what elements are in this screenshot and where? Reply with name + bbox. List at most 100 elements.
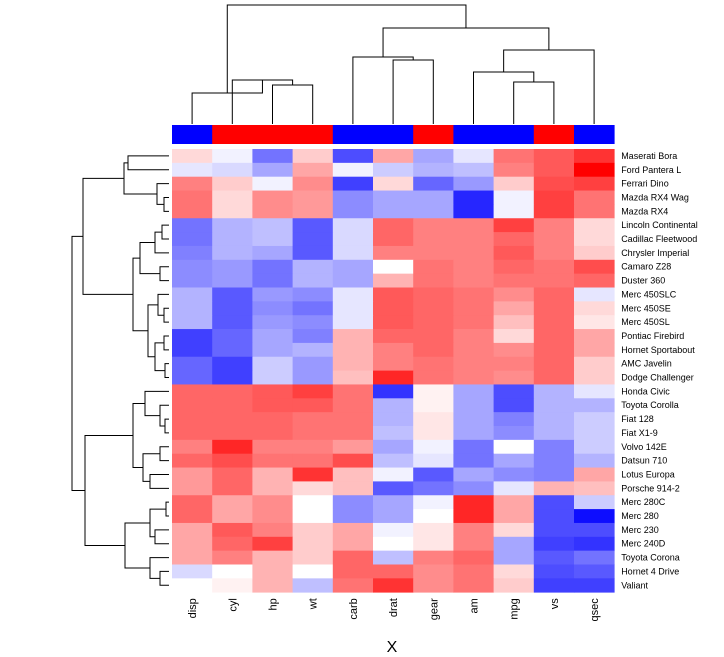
- heatmap-cell: [574, 315, 615, 330]
- column-label: disp: [187, 598, 199, 618]
- heatmap-cell: [453, 204, 494, 219]
- heatmap-cell: [493, 273, 535, 288]
- heatmap-cell: [172, 232, 213, 247]
- heatmap-cell: [252, 536, 293, 552]
- side-color-segment: [373, 125, 414, 144]
- heatmap-cell: [493, 204, 535, 219]
- row-label: Hornet Sportabout: [621, 345, 695, 355]
- dendrogram-branch: [123, 162, 157, 195]
- heatmap-cell: [533, 315, 575, 330]
- heatmap-cell: [493, 467, 535, 482]
- row-label: Volvo 142E: [621, 442, 667, 452]
- heatmap-cell: [413, 342, 454, 358]
- heatmap-cell: [533, 370, 575, 385]
- heatmap-cell: [332, 315, 374, 330]
- heatmap-cell: [453, 259, 494, 275]
- row-label: Honda Civic: [621, 386, 670, 396]
- heatmap-cell: [574, 176, 615, 191]
- heatmap-cell: [172, 287, 213, 302]
- heatmap-cell: [292, 384, 334, 399]
- heatmap-cell: [574, 398, 615, 413]
- heatmap-cell: [574, 232, 615, 247]
- heatmap-cell: [332, 204, 374, 219]
- heatmap-cell: [252, 149, 293, 164]
- row-label: Camaro Z28: [621, 262, 671, 272]
- heatmap-cell: [533, 495, 575, 510]
- row-label: Maserati Bora: [621, 151, 677, 161]
- heatmap-cell: [373, 204, 414, 219]
- heatmap-cell: [533, 245, 575, 261]
- heatmap-cell: [332, 453, 374, 468]
- heatmap-cell: [172, 439, 213, 455]
- side-color-segment: [574, 125, 615, 144]
- heatmap-cell: [574, 356, 615, 371]
- heatmap-cell: [292, 329, 334, 344]
- heatmap-cell: [373, 287, 414, 302]
- heatmap-cell: [252, 578, 293, 593]
- heatmap-cell: [332, 218, 374, 233]
- heatmap-cell: [574, 384, 615, 399]
- heatmap-cell: [413, 356, 454, 371]
- heatmap-cell: [453, 190, 494, 205]
- column-side-colorbar: [172, 125, 615, 144]
- heatmap-cell: [453, 550, 494, 565]
- dendrogram-branch: [144, 390, 169, 417]
- heatmap-cell: [292, 204, 334, 219]
- heatmap-cell: [413, 287, 454, 302]
- heatmap-cell: [172, 190, 213, 205]
- row-label: Cadillac Fleetwood: [621, 234, 697, 244]
- heatmap-cell: [373, 218, 414, 233]
- heatmap-cell: [574, 259, 615, 275]
- heatmap-cell: [493, 218, 535, 233]
- heatmap-cell: [212, 578, 253, 593]
- heatmap-cell: [252, 550, 293, 565]
- row-label: Merc 450SE: [621, 303, 671, 313]
- heatmap-cell: [332, 149, 374, 164]
- heatmap-cell: [332, 273, 374, 288]
- heatmap-cell: [533, 204, 575, 219]
- heatmap-cell: [574, 245, 615, 261]
- heatmap-cell: [212, 301, 253, 316]
- side-color-segment: [493, 125, 535, 144]
- heatmap-cell: [493, 509, 535, 524]
- heatmap-cell: [172, 273, 213, 288]
- heatmap-cell: [252, 315, 293, 330]
- heatmap-cell: [413, 536, 454, 552]
- heatmap-cell: [373, 370, 414, 385]
- heatmap-cell: [574, 342, 615, 358]
- dendrogram-branch: [226, 4, 467, 93]
- heatmap-cell: [533, 273, 575, 288]
- heatmap-cell: [413, 273, 454, 288]
- heatmap-cell: [332, 481, 374, 496]
- heatmap-cell: [332, 356, 374, 371]
- dendrogram-branch: [352, 56, 414, 124]
- heatmap-cell: [252, 412, 293, 427]
- heatmap-cell: [493, 453, 535, 468]
- heatmap-cell: [373, 190, 414, 205]
- heatmap-cell: [413, 259, 454, 275]
- dendrogram-branch: [503, 49, 595, 124]
- heatmap-cell: [332, 329, 374, 344]
- heatmap-cell: [332, 509, 374, 524]
- heatmap-cell: [373, 329, 414, 344]
- heatmap-cell: [172, 370, 213, 385]
- heatmap-cell: [252, 232, 293, 247]
- heatmap-cell: [533, 564, 575, 579]
- heatmap-cell: [252, 426, 293, 441]
- heatmap-cell: [574, 522, 615, 538]
- heatmap-cell: [212, 495, 253, 510]
- heatmap-cell: [453, 495, 494, 510]
- heatmap-cell: [413, 481, 454, 496]
- column-label: mpg: [509, 598, 521, 619]
- dendrogram-branch: [149, 508, 166, 538]
- dendrogram-branch: [156, 183, 169, 205]
- heatmap-cell: [453, 536, 494, 552]
- heatmap-cell: [332, 176, 374, 191]
- heatmap-cell: [493, 329, 535, 344]
- heatmap-cell: [332, 384, 374, 399]
- heatmap-cell: [172, 176, 213, 191]
- heatmap-cell: [252, 481, 293, 496]
- heatmap-cell: [332, 495, 374, 510]
- heatmap-cell: [292, 398, 334, 413]
- heatmap-cell: [292, 245, 334, 261]
